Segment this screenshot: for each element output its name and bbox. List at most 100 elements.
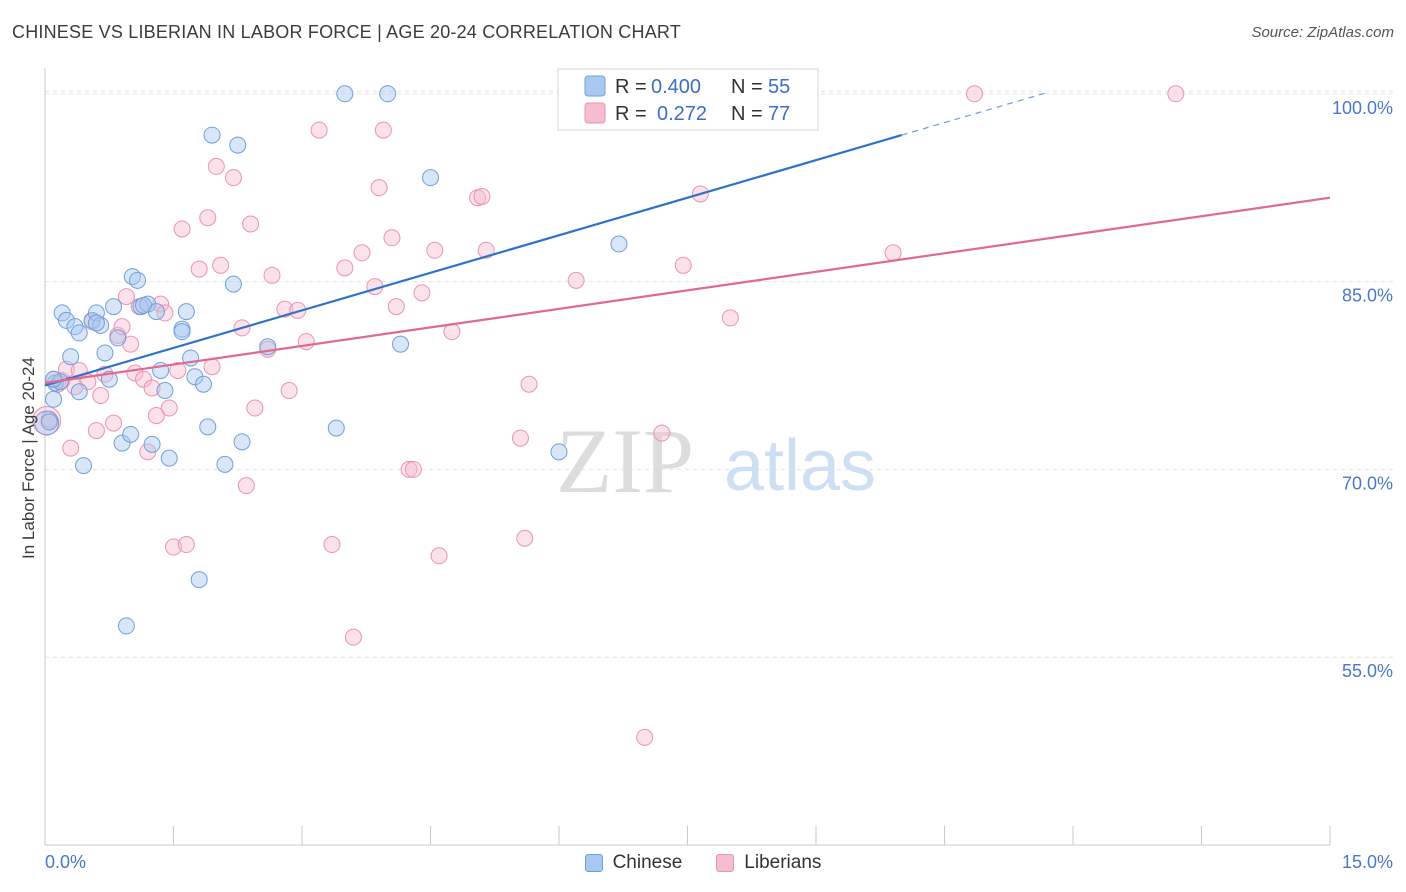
- y-tick-label-100: 100.0%: [1332, 98, 1393, 118]
- liberian-point: [370, 179, 388, 197]
- chart-source: Source: ZipAtlas.com: [1251, 24, 1394, 41]
- x-tick-label-max: 15.0%: [1342, 852, 1393, 872]
- chinese-point: [392, 335, 410, 353]
- chinese-point: [224, 275, 242, 293]
- liberian-point: [242, 215, 260, 233]
- y-tick-label-70: 70.0%: [1342, 473, 1393, 493]
- bottom-legend-swatch-liberians: [716, 854, 735, 872]
- liberian-point: [92, 387, 110, 405]
- liberian-point: [721, 309, 739, 327]
- watermark-atlas: atlas: [724, 426, 876, 506]
- chinese-point: [229, 136, 247, 154]
- legend: R = 0.400 N = 55 R = 0.272 N = 77: [557, 68, 819, 131]
- liberian-point: [1167, 85, 1185, 103]
- grid-layer: [45, 90, 1395, 658]
- legend-r-label-chinese: R =: [615, 76, 647, 98]
- chinese-point: [117, 617, 135, 635]
- watermark-zip: ZIP: [556, 410, 694, 512]
- liberian-point: [113, 318, 131, 336]
- liberian-point: [383, 229, 401, 247]
- liberian-point: [190, 260, 208, 278]
- liberian-point: [400, 460, 418, 478]
- liberian-point: [404, 460, 422, 478]
- chinese-point: [135, 296, 153, 314]
- liberian-point: [156, 304, 174, 322]
- trend-line-chinese: [44, 134, 902, 387]
- liberian-point: [173, 220, 191, 238]
- chinese-point: [70, 324, 88, 342]
- liberian-point: [516, 529, 534, 547]
- liberian-point: [674, 256, 692, 274]
- liberian-point: [147, 407, 165, 425]
- trend-line-liberians: [44, 196, 1331, 385]
- tick-labels: 55.0% 70.0% 85.0% 100.0% 0.0% 15.0%: [45, 98, 1393, 872]
- liberian-point: [430, 547, 448, 565]
- liberian-point: [884, 244, 902, 262]
- liberian-point: [653, 424, 671, 442]
- chinese-point: [113, 434, 131, 452]
- chart-title: CHINESE VS LIBERIAN IN LABOR FORCE | AGE…: [12, 22, 681, 42]
- chinese-point: [160, 449, 178, 467]
- chinese-point: [122, 425, 140, 443]
- chinese-point: [105, 298, 123, 316]
- liberian-point: [387, 298, 405, 316]
- liberian-point: [87, 422, 105, 440]
- chinese-point: [194, 375, 212, 393]
- chinese-point: [177, 303, 195, 321]
- liberian-point: [224, 169, 242, 187]
- bottom-legend-chinese: Chinese: [584, 852, 683, 874]
- liberian-point: [374, 121, 392, 139]
- liberian-point: [207, 157, 225, 175]
- chinese-point: [233, 433, 251, 451]
- bottom-legend-label-chinese: Chinese: [612, 852, 683, 873]
- liberian-point: [323, 536, 341, 554]
- liberian-point: [426, 241, 444, 259]
- watermark: ZIP atlas: [556, 410, 876, 512]
- chinese-point: [190, 571, 208, 589]
- legend-n-value-chinese: 55: [768, 76, 790, 98]
- chinese-point: [70, 383, 88, 401]
- legend-swatch-liberians: [584, 102, 606, 124]
- liberian-point: [199, 209, 217, 227]
- legend-r-value-liberians: 0.272: [657, 103, 707, 125]
- chinese-point: [422, 169, 439, 187]
- chinese-point: [129, 271, 147, 289]
- chinese-point: [203, 126, 221, 144]
- legend-n-value-liberians: 77: [768, 103, 790, 125]
- liberian-point: [310, 121, 328, 139]
- legend-n-label-chinese: N =: [731, 76, 763, 98]
- liberian-point: [143, 379, 161, 397]
- bottom-legend: Chinese Liberians: [0, 852, 1406, 874]
- liberian-point: [237, 477, 255, 495]
- chinese-point: [173, 323, 191, 341]
- liberian-point: [203, 358, 221, 376]
- liberian-point: [636, 728, 654, 746]
- liberian-point: [344, 628, 362, 646]
- chinese-point: [40, 413, 58, 431]
- liberian-point: [169, 361, 187, 379]
- series-liberians: [32, 85, 1185, 746]
- liberian-point: [965, 85, 983, 103]
- chinese-point: [216, 455, 234, 473]
- chinese-point: [87, 314, 105, 332]
- y-tick-label-85: 85.0%: [1342, 286, 1393, 306]
- chinese-point: [45, 390, 63, 408]
- x-tick-label-min: 0.0%: [45, 852, 86, 872]
- liberian-point: [297, 333, 315, 351]
- liberian-point: [62, 439, 80, 457]
- legend-swatch-chinese: [584, 75, 606, 97]
- liberian-point: [353, 244, 371, 262]
- liberian-point: [473, 187, 491, 205]
- legend-n-label-liberians: N =: [731, 103, 763, 125]
- y-axis-label: In Labor Force | Age 20-24: [19, 357, 38, 559]
- y-tick-label-55: 55.0%: [1342, 661, 1393, 681]
- chinese-point: [156, 382, 174, 400]
- chinese-point: [327, 419, 345, 437]
- liberian-point: [105, 414, 123, 432]
- chinese-point: [199, 418, 217, 436]
- liberian-point: [263, 266, 281, 284]
- legend-r-value-chinese: 0.400: [651, 76, 701, 98]
- liberian-point: [511, 429, 529, 447]
- liberian-point: [336, 259, 354, 277]
